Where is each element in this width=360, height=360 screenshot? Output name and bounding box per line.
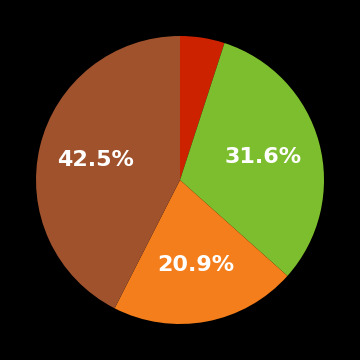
Wedge shape [114,180,287,324]
Wedge shape [180,36,225,180]
Text: 31.6%: 31.6% [225,148,302,167]
Wedge shape [36,36,180,308]
Text: 20.9%: 20.9% [157,255,234,275]
Wedge shape [180,43,324,276]
Text: 42.5%: 42.5% [58,150,134,170]
